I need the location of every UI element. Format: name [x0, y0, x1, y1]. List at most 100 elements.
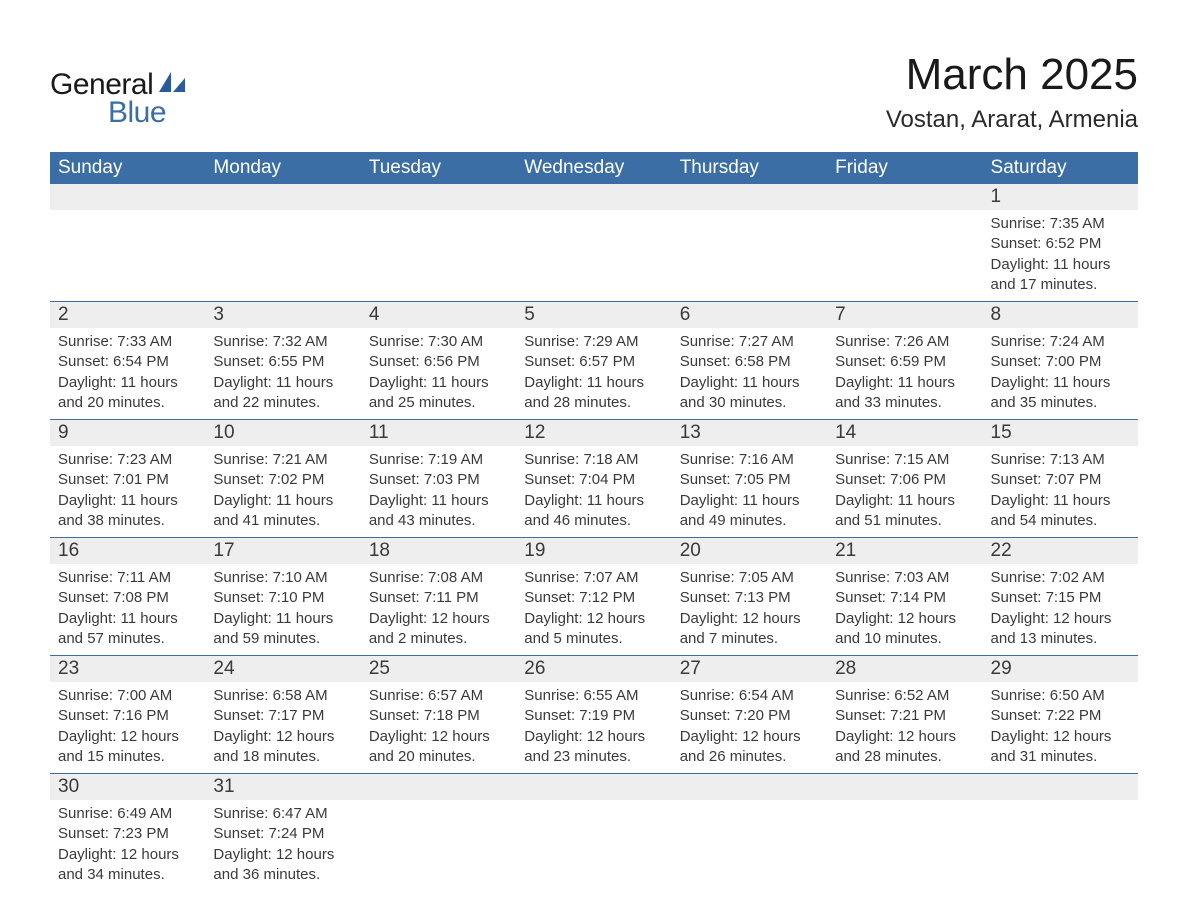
- sunrise-line: Sunrise: 7:13 AM: [991, 450, 1130, 470]
- calendar-cell: 31Sunrise: 6:47 AMSunset: 7:24 PMDayligh…: [205, 774, 360, 892]
- day-detail: Sunrise: 7:35 AMSunset: 6:52 PMDaylight:…: [983, 210, 1138, 301]
- empty-detail: [516, 210, 671, 294]
- daylight-line-1: Daylight: 11 hours: [991, 255, 1130, 275]
- calendar-cell: 17Sunrise: 7:10 AMSunset: 7:10 PMDayligh…: [205, 538, 360, 656]
- daylight-line-1: Daylight: 12 hours: [991, 609, 1130, 629]
- day-detail: Sunrise: 7:15 AMSunset: 7:06 PMDaylight:…: [827, 446, 982, 537]
- sunrise-line: Sunrise: 6:57 AM: [369, 686, 508, 706]
- sunset-line: Sunset: 7:03 PM: [369, 470, 508, 490]
- sunrise-line: Sunrise: 7:03 AM: [835, 568, 974, 588]
- day-detail: Sunrise: 7:30 AMSunset: 6:56 PMDaylight:…: [361, 328, 516, 419]
- sunset-line: Sunset: 7:21 PM: [835, 706, 974, 726]
- empty-day: [50, 184, 205, 210]
- calendar-cell: 11Sunrise: 7:19 AMSunset: 7:03 PMDayligh…: [361, 420, 516, 538]
- daylight-line-2: and 5 minutes.: [524, 629, 663, 649]
- empty-day: [361, 184, 516, 210]
- sunset-line: Sunset: 7:01 PM: [58, 470, 197, 490]
- empty-detail: [205, 210, 360, 294]
- daylight-line-1: Daylight: 12 hours: [213, 845, 352, 865]
- daylight-line-1: Daylight: 11 hours: [58, 609, 197, 629]
- sunset-line: Sunset: 7:06 PM: [835, 470, 974, 490]
- sunrise-line: Sunrise: 7:02 AM: [991, 568, 1130, 588]
- sunrise-line: Sunrise: 6:50 AM: [991, 686, 1130, 706]
- daylight-line-2: and 59 minutes.: [213, 629, 352, 649]
- day-detail: Sunrise: 6:55 AMSunset: 7:19 PMDaylight:…: [516, 682, 671, 773]
- daylight-line-1: Daylight: 11 hours: [213, 491, 352, 511]
- sunrise-line: Sunrise: 7:21 AM: [213, 450, 352, 470]
- daylight-line-2: and 30 minutes.: [680, 393, 819, 413]
- sunset-line: Sunset: 7:13 PM: [680, 588, 819, 608]
- day-detail: Sunrise: 7:05 AMSunset: 7:13 PMDaylight:…: [672, 564, 827, 655]
- daylight-line-2: and 17 minutes.: [991, 275, 1130, 295]
- sunset-line: Sunset: 7:12 PM: [524, 588, 663, 608]
- day-header: Wednesday: [516, 152, 671, 184]
- sunset-line: Sunset: 7:20 PM: [680, 706, 819, 726]
- calendar-week-row: 16Sunrise: 7:11 AMSunset: 7:08 PMDayligh…: [50, 538, 1138, 656]
- calendar-cell: 27Sunrise: 6:54 AMSunset: 7:20 PMDayligh…: [672, 656, 827, 774]
- empty-day: [827, 774, 982, 800]
- day-number: 3: [205, 302, 360, 328]
- calendar-cell: 9Sunrise: 7:23 AMSunset: 7:01 PMDaylight…: [50, 420, 205, 538]
- daylight-line-1: Daylight: 11 hours: [835, 491, 974, 511]
- sunrise-line: Sunrise: 7:00 AM: [58, 686, 197, 706]
- daylight-line-2: and 35 minutes.: [991, 393, 1130, 413]
- calendar-table: Sunday Monday Tuesday Wednesday Thursday…: [50, 152, 1138, 891]
- calendar-cell: 4Sunrise: 7:30 AMSunset: 6:56 PMDaylight…: [361, 302, 516, 420]
- sunrise-line: Sunrise: 7:07 AM: [524, 568, 663, 588]
- sunset-line: Sunset: 7:04 PM: [524, 470, 663, 490]
- empty-detail: [50, 210, 205, 294]
- empty-day: [672, 774, 827, 800]
- sunrise-line: Sunrise: 7:18 AM: [524, 450, 663, 470]
- sunrise-line: Sunrise: 7:15 AM: [835, 450, 974, 470]
- calendar-cell: [361, 184, 516, 302]
- day-number: 24: [205, 656, 360, 682]
- sunrise-line: Sunrise: 6:47 AM: [213, 804, 352, 824]
- daylight-line-2: and 20 minutes.: [369, 747, 508, 767]
- daylight-line-2: and 26 minutes.: [680, 747, 819, 767]
- daylight-line-1: Daylight: 12 hours: [835, 727, 974, 747]
- day-number: 1: [983, 184, 1138, 210]
- daylight-line-1: Daylight: 12 hours: [680, 727, 819, 747]
- calendar-cell: 22Sunrise: 7:02 AMSunset: 7:15 PMDayligh…: [983, 538, 1138, 656]
- daylight-line-2: and 49 minutes.: [680, 511, 819, 531]
- daylight-line-1: Daylight: 12 hours: [524, 727, 663, 747]
- day-detail: Sunrise: 7:18 AMSunset: 7:04 PMDaylight:…: [516, 446, 671, 537]
- daylight-line-1: Daylight: 12 hours: [680, 609, 819, 629]
- sunrise-line: Sunrise: 7:05 AM: [680, 568, 819, 588]
- sunset-line: Sunset: 6:58 PM: [680, 352, 819, 372]
- sunrise-line: Sunrise: 6:54 AM: [680, 686, 819, 706]
- day-detail: Sunrise: 7:13 AMSunset: 7:07 PMDaylight:…: [983, 446, 1138, 537]
- sunrise-line: Sunrise: 7:19 AM: [369, 450, 508, 470]
- calendar-cell: 6Sunrise: 7:27 AMSunset: 6:58 PMDaylight…: [672, 302, 827, 420]
- daylight-line-2: and 41 minutes.: [213, 511, 352, 531]
- sunset-line: Sunset: 7:19 PM: [524, 706, 663, 726]
- day-number: 22: [983, 538, 1138, 564]
- empty-day: [516, 184, 671, 210]
- sunset-line: Sunset: 7:02 PM: [213, 470, 352, 490]
- sunrise-line: Sunrise: 7:30 AM: [369, 332, 508, 352]
- sunset-line: Sunset: 7:08 PM: [58, 588, 197, 608]
- day-number: 7: [827, 302, 982, 328]
- daylight-line-1: Daylight: 11 hours: [58, 373, 197, 393]
- day-detail: Sunrise: 7:27 AMSunset: 6:58 PMDaylight:…: [672, 328, 827, 419]
- daylight-line-1: Daylight: 11 hours: [369, 373, 508, 393]
- daylight-line-2: and 10 minutes.: [835, 629, 974, 649]
- day-number: 28: [827, 656, 982, 682]
- day-header: Saturday: [983, 152, 1138, 184]
- day-detail: Sunrise: 7:00 AMSunset: 7:16 PMDaylight:…: [50, 682, 205, 773]
- day-number: 13: [672, 420, 827, 446]
- calendar-cell: 12Sunrise: 7:18 AMSunset: 7:04 PMDayligh…: [516, 420, 671, 538]
- daylight-line-2: and 57 minutes.: [58, 629, 197, 649]
- sunset-line: Sunset: 7:14 PM: [835, 588, 974, 608]
- day-detail: Sunrise: 7:26 AMSunset: 6:59 PMDaylight:…: [827, 328, 982, 419]
- daylight-line-1: Daylight: 12 hours: [369, 727, 508, 747]
- daylight-line-1: Daylight: 12 hours: [58, 727, 197, 747]
- daylight-line-1: Daylight: 12 hours: [835, 609, 974, 629]
- daylight-line-1: Daylight: 11 hours: [58, 491, 197, 511]
- sunrise-line: Sunrise: 6:52 AM: [835, 686, 974, 706]
- calendar-week-row: 30Sunrise: 6:49 AMSunset: 7:23 PMDayligh…: [50, 774, 1138, 892]
- daylight-line-2: and 34 minutes.: [58, 865, 197, 885]
- daylight-line-2: and 15 minutes.: [58, 747, 197, 767]
- calendar-cell: 26Sunrise: 6:55 AMSunset: 7:19 PMDayligh…: [516, 656, 671, 774]
- day-detail: Sunrise: 6:54 AMSunset: 7:20 PMDaylight:…: [672, 682, 827, 773]
